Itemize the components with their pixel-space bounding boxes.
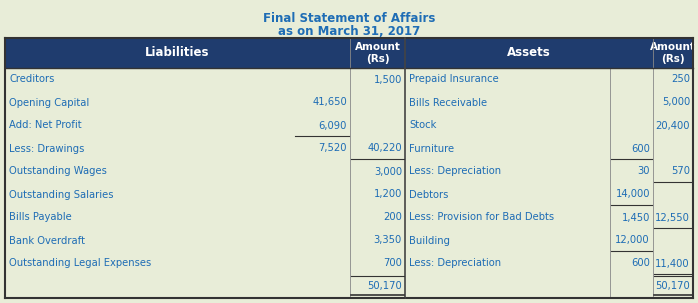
Text: Assets: Assets <box>507 46 551 59</box>
Text: Amount
(Rs): Amount (Rs) <box>650 42 696 64</box>
Text: 6,090: 6,090 <box>318 121 347 131</box>
Text: 20,400: 20,400 <box>655 121 690 131</box>
Text: 50,170: 50,170 <box>655 281 690 291</box>
Text: 1,450: 1,450 <box>622 212 650 222</box>
Text: Furniture: Furniture <box>409 144 454 154</box>
Text: 700: 700 <box>383 258 402 268</box>
Text: Outstanding Salaries: Outstanding Salaries <box>9 189 114 199</box>
Text: 600: 600 <box>631 144 650 154</box>
Text: Prepaid Insurance: Prepaid Insurance <box>409 75 499 85</box>
Text: 3,000: 3,000 <box>374 167 402 177</box>
Text: 50,170: 50,170 <box>367 281 402 291</box>
Text: Amount
(Rs): Amount (Rs) <box>355 42 401 64</box>
Text: 1,500: 1,500 <box>373 75 402 85</box>
Text: 12,550: 12,550 <box>655 212 690 222</box>
Text: Less: Drawings: Less: Drawings <box>9 144 84 154</box>
Text: 14,000: 14,000 <box>616 189 650 199</box>
Text: 600: 600 <box>631 258 650 268</box>
Text: 40,220: 40,220 <box>367 144 402 154</box>
Text: Add: Net Profit: Add: Net Profit <box>9 121 82 131</box>
Bar <box>5 38 693 298</box>
Bar <box>405 38 693 68</box>
Text: 11,400: 11,400 <box>655 258 690 268</box>
Text: Debtors: Debtors <box>409 189 448 199</box>
Text: as on March 31, 2017: as on March 31, 2017 <box>278 25 420 38</box>
Text: Bills Receivable: Bills Receivable <box>409 98 487 108</box>
Text: Bank Overdraft: Bank Overdraft <box>9 235 85 245</box>
Text: 570: 570 <box>671 167 690 177</box>
Text: Building: Building <box>409 235 450 245</box>
Text: Creditors: Creditors <box>9 75 54 85</box>
Text: 1,200: 1,200 <box>373 189 402 199</box>
Text: 200: 200 <box>383 212 402 222</box>
Text: 5,000: 5,000 <box>662 98 690 108</box>
Bar <box>5 38 405 68</box>
Text: Stock: Stock <box>409 121 436 131</box>
Text: 250: 250 <box>671 75 690 85</box>
Text: 41,650: 41,650 <box>312 98 347 108</box>
Text: 3,350: 3,350 <box>373 235 402 245</box>
Text: Outstanding Wages: Outstanding Wages <box>9 167 107 177</box>
Text: 12,000: 12,000 <box>616 235 650 245</box>
Text: Outstanding Legal Expenses: Outstanding Legal Expenses <box>9 258 151 268</box>
Text: Opening Capital: Opening Capital <box>9 98 89 108</box>
Text: 7,520: 7,520 <box>318 144 347 154</box>
Text: 30: 30 <box>637 167 650 177</box>
Text: Less: Depreciation: Less: Depreciation <box>409 167 501 177</box>
Text: Bills Payable: Bills Payable <box>9 212 72 222</box>
Text: Final Statement of Affairs: Final Statement of Affairs <box>263 12 435 25</box>
Text: Liabilities: Liabilities <box>145 46 210 59</box>
Text: Less: Depreciation: Less: Depreciation <box>409 258 501 268</box>
Text: Less: Provision for Bad Debts: Less: Provision for Bad Debts <box>409 212 554 222</box>
